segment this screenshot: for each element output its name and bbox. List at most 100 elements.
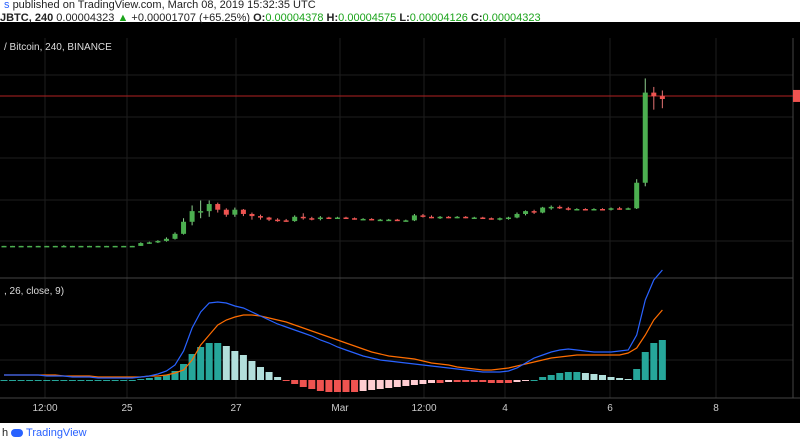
symbol-label: JBTC, 240 xyxy=(0,12,54,24)
macd-histogram-bar xyxy=(462,380,470,382)
candle-body xyxy=(18,245,24,248)
x-tick-label: 12:00 xyxy=(411,403,436,414)
chart-canvas[interactable]: 12:00 25 27 Mar 12:00 4 6 8 xyxy=(0,22,800,423)
candle-body xyxy=(582,209,588,211)
candle-body xyxy=(309,218,315,220)
candle-body xyxy=(283,220,289,222)
footer-prefix: h xyxy=(2,427,9,439)
macd-histogram-bar xyxy=(325,380,333,392)
macd-pane xyxy=(0,269,666,392)
macd-histogram-bar xyxy=(368,380,376,390)
candle-body xyxy=(557,206,563,209)
x-tick-label: Mar xyxy=(331,403,349,414)
candle-body xyxy=(625,208,631,210)
candle-body xyxy=(189,211,195,222)
grid xyxy=(0,38,800,399)
candle-body xyxy=(565,208,571,210)
macd-histogram-bar xyxy=(60,380,68,381)
macd-histogram-bar xyxy=(239,355,247,380)
macd-histogram-bar xyxy=(137,379,145,380)
macd-histogram-bar xyxy=(641,352,649,380)
candle-body xyxy=(172,233,178,239)
candle-body xyxy=(163,238,169,241)
candle-body xyxy=(411,215,417,221)
candle-body xyxy=(1,245,7,248)
candle-body xyxy=(591,209,597,211)
macd-histogram-bar xyxy=(299,380,307,387)
publisher-link[interactable]: s xyxy=(4,0,13,11)
candle-body xyxy=(78,245,84,248)
candle-body xyxy=(437,216,443,219)
candle-body xyxy=(104,245,110,248)
macd-histogram-bar xyxy=(128,380,136,381)
last-price-marker xyxy=(793,89,800,102)
x-axis: 12:00 25 27 Mar 12:00 4 6 8 xyxy=(32,403,719,414)
macd-histogram-bar xyxy=(487,380,495,383)
macd-histogram-bar xyxy=(650,343,658,380)
macd-histogram-bar xyxy=(385,380,393,388)
macd-histogram-bar xyxy=(34,380,42,381)
candle-body xyxy=(642,92,648,183)
macd-histogram-bar xyxy=(154,377,162,380)
tradingview-brand[interactable]: TradingView xyxy=(26,427,87,439)
candle-body xyxy=(505,217,511,220)
open-value: 0.00004378 xyxy=(265,12,324,24)
macd-histogram-bar xyxy=(470,380,478,382)
macd-histogram-bar xyxy=(513,380,521,382)
candle-body xyxy=(548,206,554,209)
candle-body xyxy=(112,245,118,248)
candle-body xyxy=(403,220,409,222)
candle-body xyxy=(608,208,614,210)
macd-histogram-bar xyxy=(342,380,350,392)
candle-body xyxy=(95,245,101,248)
macd-histogram-bar xyxy=(351,380,359,392)
macd-histogram-bar xyxy=(479,380,487,382)
candle-body xyxy=(121,245,127,248)
macd-histogram-bar xyxy=(316,380,324,391)
candle-body xyxy=(266,217,272,220)
candle-body xyxy=(181,221,187,234)
macd-histogram-bar xyxy=(445,380,453,382)
candle-body xyxy=(514,213,520,218)
macd-histogram-bar xyxy=(274,377,282,380)
candle-body xyxy=(429,216,434,219)
macd-line xyxy=(4,269,663,379)
macd-histogram-bar xyxy=(453,380,461,382)
last-price: 0.00004323 xyxy=(56,12,115,24)
candle-body xyxy=(352,218,358,220)
tradingview-logo-icon xyxy=(11,429,24,438)
candle-body xyxy=(343,217,349,220)
candle-body xyxy=(574,209,580,211)
candle-body xyxy=(44,245,50,248)
macd-histogram-bar xyxy=(26,380,34,381)
macd-histogram-bar xyxy=(428,380,435,383)
x-tick-label: 4 xyxy=(502,403,508,414)
macd-histogram-bar xyxy=(282,380,290,381)
candle-body xyxy=(35,245,41,248)
price-change: +0.00001707 (+65.25%) xyxy=(131,12,251,24)
ohlc-line: JBTC, 240 0.00004323 ▲ +0.00001707 (+65.… xyxy=(0,11,541,25)
candle-body xyxy=(52,245,58,248)
macd-histogram-bar xyxy=(17,380,25,381)
macd-histogram-bar xyxy=(77,380,85,381)
macd-histogram-bar xyxy=(556,373,564,380)
candle-body xyxy=(659,96,665,99)
macd-histogram-bar xyxy=(103,380,111,381)
candle-body xyxy=(69,245,75,248)
macd-histogram-bar xyxy=(162,375,170,380)
candle-body xyxy=(369,218,375,221)
macd-histogram-bar xyxy=(86,380,93,381)
publish-header: s published on TradingView.com, March 08… xyxy=(0,0,800,25)
macd-histogram-bar xyxy=(214,343,222,380)
candle-body xyxy=(10,245,16,248)
macd-histogram-bar xyxy=(205,343,213,380)
candle-body xyxy=(223,209,229,215)
candle-body xyxy=(523,211,529,214)
macd-histogram-bar xyxy=(257,367,264,380)
macd-histogram-bar xyxy=(248,361,256,380)
candle-body xyxy=(240,209,246,214)
low-value: 0.00004126 xyxy=(409,12,468,24)
candle-body xyxy=(540,207,546,213)
candle-body xyxy=(206,204,212,212)
macd-histogram-bar xyxy=(9,380,17,381)
